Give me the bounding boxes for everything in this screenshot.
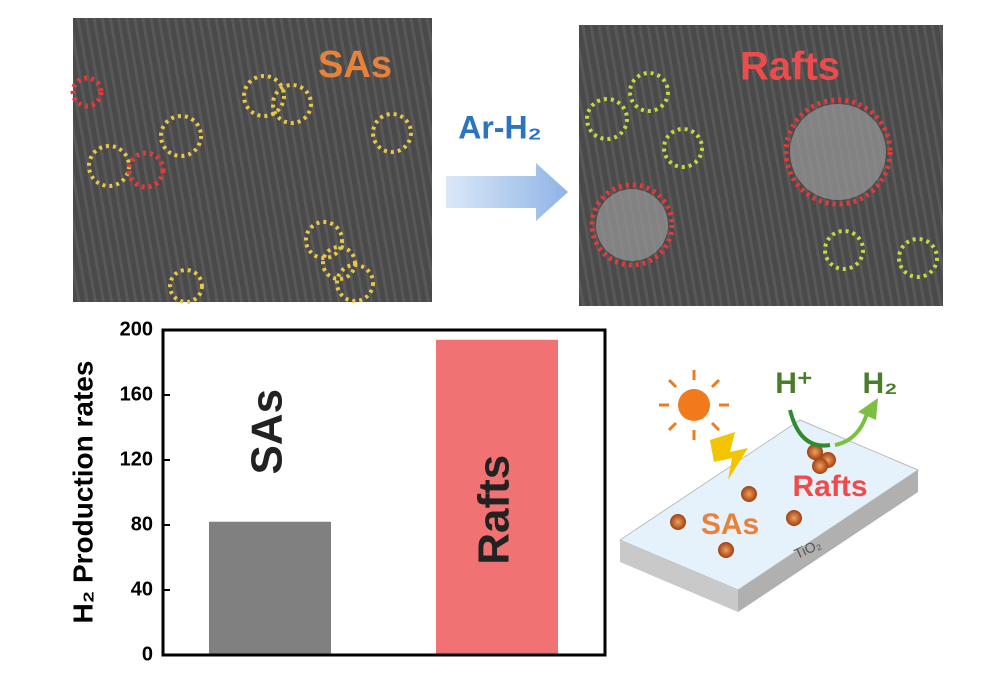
scheme: H⁺ H₂ Rafts SAs TiO₂: [618, 367, 920, 612]
plot-frame: [161, 328, 607, 657]
arrow-label: Ar-H₂: [458, 109, 542, 145]
proton-label: H⁺: [775, 367, 813, 400]
bar: [209, 521, 331, 655]
micrograph-right: Rafts: [579, 25, 943, 306]
panel-label: Rafts: [740, 45, 840, 89]
y-tick-label: 0: [142, 643, 153, 665]
hydrogen-label: H₂: [863, 367, 898, 400]
panel-label: SAs: [318, 44, 392, 86]
y-tick-label: 80: [131, 513, 153, 535]
y-tick-label: 160: [120, 383, 153, 405]
bar-label: Rafts: [470, 455, 519, 565]
sas-label: SAs: [701, 508, 759, 541]
bar: [436, 339, 558, 655]
y-tick-label: 120: [120, 448, 153, 470]
y-axis-label: H₂ Production rates: [67, 361, 98, 624]
bar-label: SAs: [243, 389, 292, 475]
bar-chart: H₂ Production rates 0 40 80 120 160 200 SAs Raf…: [67, 318, 607, 665]
rafts-label: Rafts: [792, 470, 867, 503]
micrograph-left: SAs: [70, 18, 432, 304]
y-tick-label: 200: [120, 318, 153, 340]
y-tick-label: 40: [131, 578, 153, 600]
transform-arrow: Ar-H₂: [446, 109, 568, 221]
